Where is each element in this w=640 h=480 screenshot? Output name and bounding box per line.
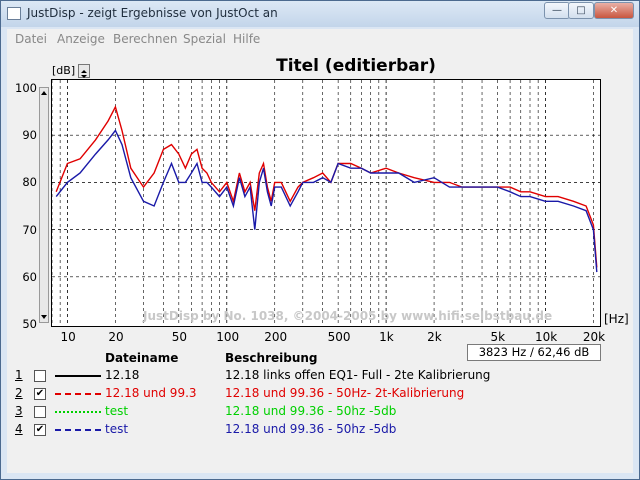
- legend-description[interactable]: 12.18 und 99.36 - 50hz -5db: [225, 404, 397, 418]
- maximize-button[interactable]: □: [568, 2, 594, 19]
- series-line-blue: [55, 129, 598, 273]
- legend-row-number[interactable]: 1: [15, 368, 23, 382]
- window-title: JustDisp - zeigt Ergebnisse von JustOct …: [27, 6, 278, 20]
- legend-filename[interactable]: test: [105, 422, 129, 436]
- y-scroll-control[interactable]: [39, 87, 49, 323]
- x-tick-label: 200: [264, 330, 288, 344]
- y-tick-label: 80: [22, 175, 37, 190]
- cursor-readout: 3823 Hz / 62,46 dB: [467, 344, 601, 361]
- plot-area[interactable]: [51, 79, 601, 327]
- legend-filename[interactable]: test: [105, 404, 129, 418]
- line-style-swatch: [55, 429, 101, 431]
- legend-row: 2 ✔ 12.18 und 99.3 12.18 und 99.36 - 50H…: [15, 386, 615, 403]
- legend-checkbox[interactable]: ✔: [34, 424, 46, 436]
- legend-checkbox[interactable]: [34, 406, 46, 418]
- y-tick-label: 100: [15, 81, 37, 95]
- y-range-spinner[interactable]: [78, 64, 90, 78]
- y-tick-label: 70: [22, 222, 37, 237]
- x-tick-label: 2k: [427, 330, 442, 344]
- legend-row-number[interactable]: 4: [15, 422, 23, 436]
- title-bar[interactable]: JustDisp - zeigt Ergebnisse von JustOct …: [1, 1, 639, 27]
- legend-header-name: Dateiname: [105, 351, 179, 365]
- legend-checkbox[interactable]: ✔: [34, 388, 46, 400]
- series-line-red: [55, 104, 598, 268]
- menu-datei[interactable]: Datei: [15, 32, 48, 46]
- menu-spezial[interactable]: Spezial: [183, 32, 226, 46]
- x-tick-label: 20: [108, 330, 124, 344]
- legend-row-number[interactable]: 3: [15, 404, 23, 418]
- x-tick-label: 50: [171, 330, 188, 344]
- spinner-arrows-icon: [81, 70, 87, 78]
- legend-description[interactable]: 12.18 und 99.36 - 50Hz- 2t-Kalibrierung: [225, 386, 465, 400]
- y-tick-label: 90: [22, 128, 37, 143]
- x-tick-label: 1k: [379, 330, 394, 344]
- x-tick-label: 100: [216, 330, 240, 344]
- x-tick-label: 20k: [582, 330, 606, 344]
- y-unit-label: [dB]: [52, 64, 76, 77]
- legend-description[interactable]: 12.18 und 99.36 - 50hz -5db: [225, 422, 397, 436]
- legend-checkbox[interactable]: [34, 370, 46, 382]
- x-tick-label: 5k: [490, 330, 506, 344]
- legend-description[interactable]: 12.18 links offen EQ1- Full - 2te Kalibr…: [225, 368, 491, 382]
- legend-row: 4 ✔ test 12.18 und 99.36 - 50hz -5db: [15, 422, 615, 439]
- legend-row: 3 test 12.18 und 99.36 - 50hz -5db: [15, 404, 615, 421]
- close-button[interactable]: ✕: [594, 2, 634, 19]
- app-icon: [7, 7, 21, 20]
- menu-berechnen[interactable]: Berechnen: [113, 32, 178, 46]
- menu-hilfe[interactable]: Hilfe: [233, 32, 261, 46]
- menu-bar: Datei Anzeige Berechnen Spezial Hilfe: [7, 29, 633, 49]
- x-tick-label: 10: [60, 330, 76, 344]
- legend-filename[interactable]: 12.18 und 99.3: [105, 386, 197, 400]
- menu-anzeige[interactable]: Anzeige: [57, 32, 105, 46]
- watermark: JustDisp by No. 1038, ©2004-2005 by www.…: [143, 309, 553, 323]
- x-unit-label: [Hz]: [604, 312, 629, 326]
- x-tick-label: 10k: [534, 330, 558, 344]
- legend-filename[interactable]: 12.18: [105, 368, 140, 382]
- minimize-button[interactable]: —: [544, 2, 570, 19]
- legend-row: 1 12.18 12.18 links offen EQ1- Full - 2t…: [15, 368, 615, 385]
- legend-header-desc: Beschreibung: [225, 351, 318, 365]
- scroll-arrows-icon: [41, 91, 47, 319]
- frequency-response-plot[interactable]: [51, 80, 600, 326]
- y-tick-label: 50: [22, 317, 37, 331]
- line-style-swatch: [55, 393, 101, 395]
- chart-title[interactable]: Titel (editierbar): [276, 56, 436, 76]
- line-style-swatch: [55, 411, 101, 413]
- y-tick-label: 60: [22, 269, 37, 284]
- line-style-swatch: [55, 375, 101, 377]
- x-tick-label: 500: [327, 330, 351, 344]
- legend-row-number[interactable]: 2: [15, 386, 23, 400]
